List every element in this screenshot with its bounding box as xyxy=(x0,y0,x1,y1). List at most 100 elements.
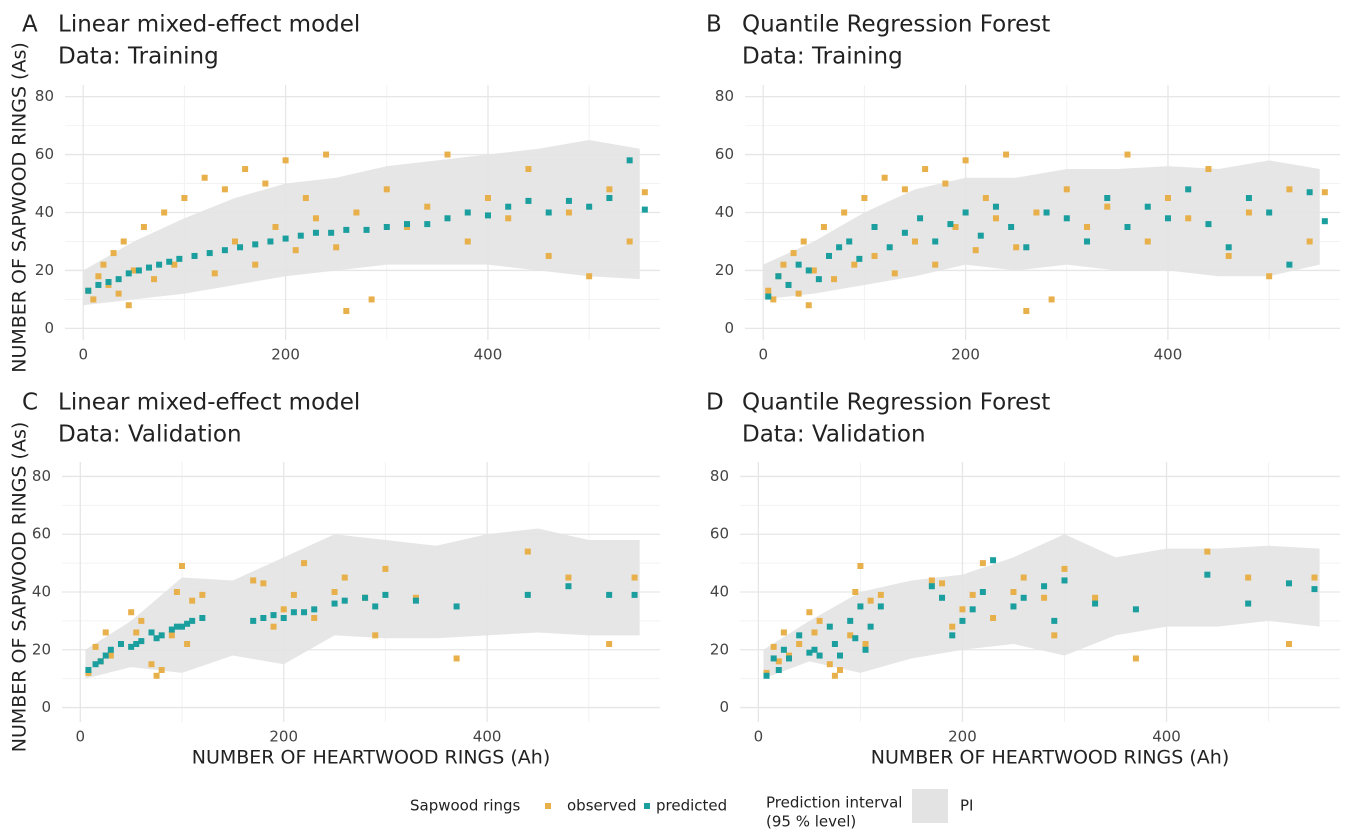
point xyxy=(979,589,986,595)
point xyxy=(770,655,777,662)
point xyxy=(942,180,949,187)
point xyxy=(606,591,613,598)
point xyxy=(171,261,178,268)
point xyxy=(795,261,802,268)
y-tick-label: 80 xyxy=(35,87,54,105)
point xyxy=(404,221,411,228)
point xyxy=(852,635,859,642)
y-tick-label: 20 xyxy=(35,261,54,279)
point xyxy=(1132,606,1139,613)
point xyxy=(826,623,833,630)
point xyxy=(524,591,531,598)
point xyxy=(1041,583,1048,590)
point xyxy=(464,238,471,245)
point xyxy=(545,209,552,216)
point xyxy=(383,186,390,193)
point xyxy=(297,232,304,239)
point xyxy=(267,238,274,245)
point xyxy=(912,238,918,245)
point xyxy=(505,215,512,222)
point xyxy=(871,223,878,230)
point xyxy=(831,641,838,647)
point xyxy=(631,591,638,598)
point xyxy=(280,606,287,613)
point xyxy=(837,652,843,659)
point xyxy=(877,591,884,598)
point xyxy=(331,589,338,595)
point xyxy=(1092,594,1099,601)
point xyxy=(250,577,257,584)
point xyxy=(323,151,330,158)
point xyxy=(311,615,318,621)
prediction-interval xyxy=(763,160,1320,300)
point xyxy=(260,580,267,587)
point xyxy=(1245,600,1252,607)
point xyxy=(382,591,389,598)
point xyxy=(836,244,843,251)
point xyxy=(959,617,966,624)
point xyxy=(982,195,989,202)
point xyxy=(280,615,287,621)
x-axis-label: NUMBER OF HEARTWOOD RINGS (Ah) xyxy=(192,747,551,769)
point xyxy=(857,603,864,610)
point xyxy=(301,560,308,567)
x-tick-label: 0 xyxy=(76,728,86,746)
point xyxy=(161,209,168,216)
legend-title: Prediction interval xyxy=(766,794,902,812)
point xyxy=(341,597,348,604)
point xyxy=(484,212,491,219)
legend-label: predicted xyxy=(656,797,727,815)
point xyxy=(939,580,946,587)
point xyxy=(1144,203,1151,210)
point xyxy=(901,229,908,236)
point xyxy=(331,600,338,607)
point xyxy=(969,591,976,598)
point xyxy=(301,609,308,616)
point xyxy=(847,632,854,639)
legend-key xyxy=(912,789,948,823)
panel-subtitle: Data: Validation xyxy=(58,422,242,448)
point xyxy=(780,646,787,653)
point xyxy=(1063,215,1070,222)
point xyxy=(871,252,878,259)
x-tick-label: 400 xyxy=(474,346,503,364)
point xyxy=(424,203,431,210)
point xyxy=(1043,209,1050,216)
point xyxy=(328,229,335,236)
point xyxy=(158,667,165,673)
point xyxy=(151,276,158,283)
point xyxy=(992,203,999,210)
point xyxy=(1051,632,1058,639)
x-axis-label: NUMBER OF HEARTWOOD RINGS (Ah) xyxy=(871,747,1230,769)
point xyxy=(765,287,772,294)
point xyxy=(133,629,140,636)
point xyxy=(153,672,160,679)
point xyxy=(221,186,228,193)
point xyxy=(85,287,92,294)
point xyxy=(990,557,997,564)
point xyxy=(270,612,277,619)
point xyxy=(100,261,107,268)
point xyxy=(333,244,340,251)
point xyxy=(372,603,379,610)
point xyxy=(95,273,102,280)
point xyxy=(184,641,191,647)
point xyxy=(785,655,792,662)
point xyxy=(524,548,531,555)
point xyxy=(272,223,279,230)
point xyxy=(102,652,109,659)
point xyxy=(969,606,976,613)
point xyxy=(606,195,613,202)
point xyxy=(1164,195,1171,202)
point xyxy=(232,238,238,245)
point xyxy=(949,623,956,630)
point xyxy=(117,641,124,647)
point xyxy=(806,609,813,616)
point xyxy=(1286,261,1293,268)
point xyxy=(302,195,309,202)
prediction-interval xyxy=(85,528,640,679)
y-tick-label: 60 xyxy=(710,525,729,543)
point xyxy=(179,563,186,569)
point xyxy=(148,629,155,636)
y-tick-label: 80 xyxy=(32,467,51,485)
